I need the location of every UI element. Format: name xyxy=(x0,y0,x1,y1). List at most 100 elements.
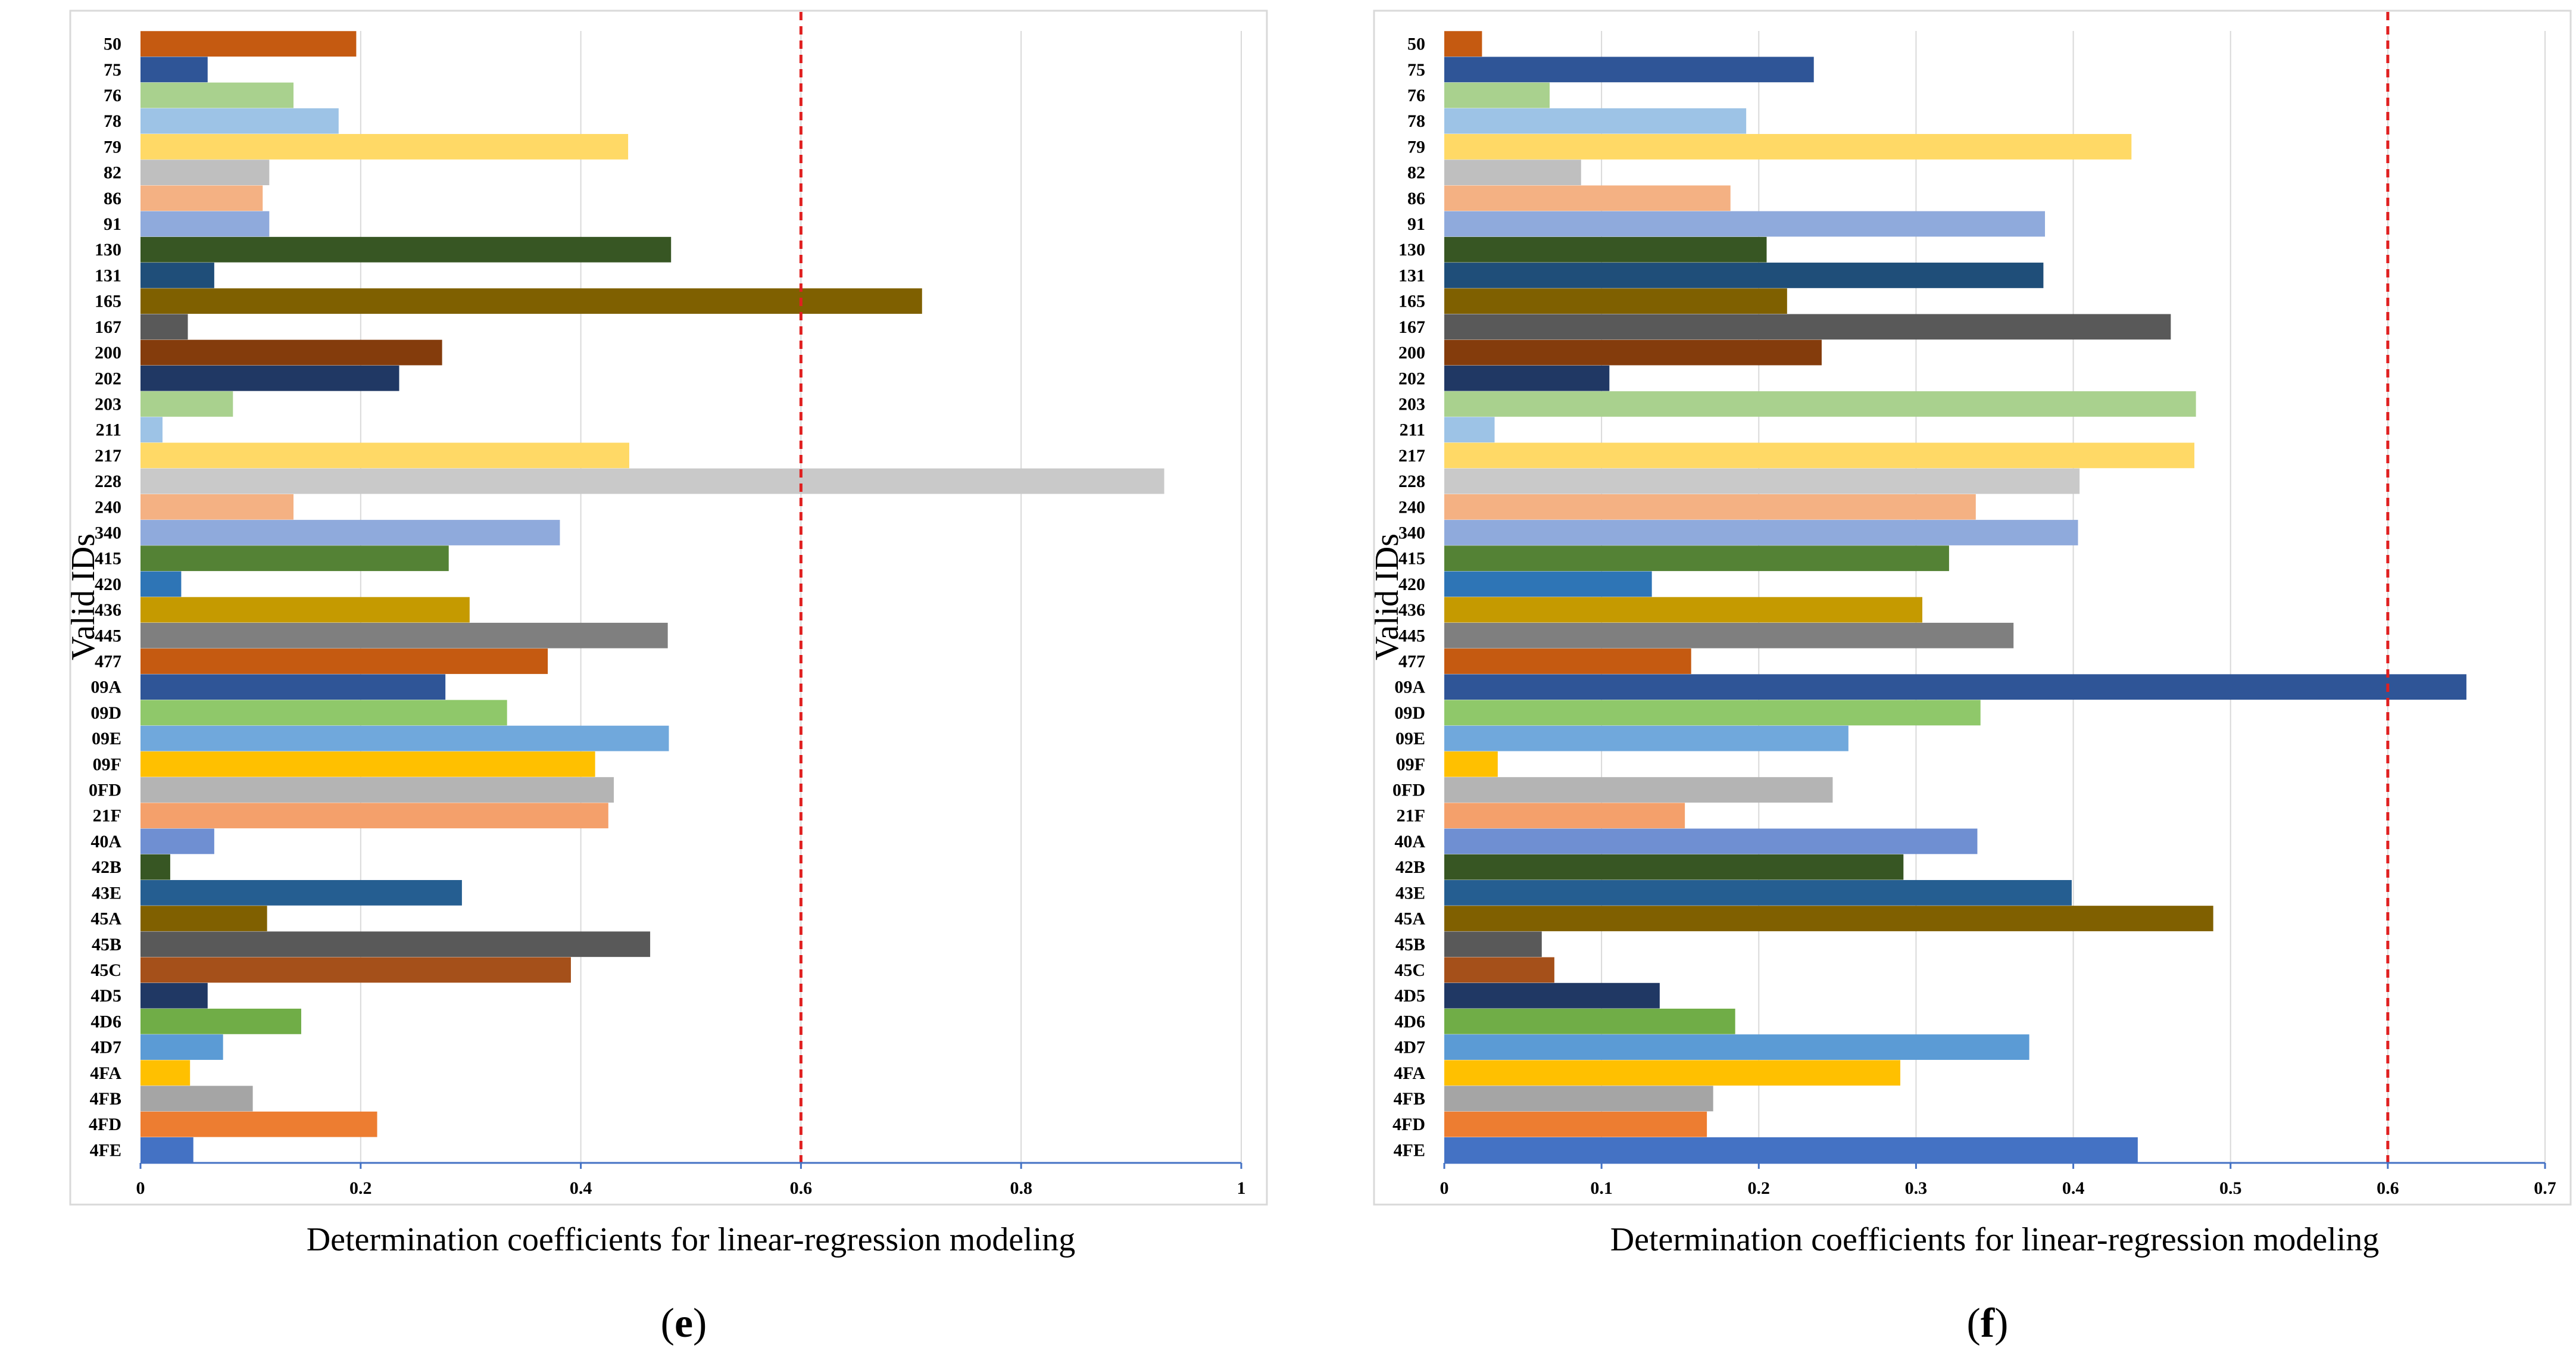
bar-217 xyxy=(140,442,629,469)
bar-75 xyxy=(140,57,208,83)
y-tick-label: 4FE xyxy=(1394,1140,1425,1160)
bar-21F xyxy=(140,803,608,829)
bar-477 xyxy=(1444,648,1691,674)
y-tick-label: 45A xyxy=(90,909,121,929)
x-tick-label: 1 xyxy=(1237,1178,1246,1198)
y-tick-label: 09A xyxy=(90,678,121,697)
y-tick-label: 4D6 xyxy=(90,1012,121,1031)
y-tick-label: 211 xyxy=(96,420,121,440)
bar-4D6 xyxy=(1444,1008,1735,1034)
bar-340 xyxy=(140,520,560,545)
y-tick-label: 445 xyxy=(1398,626,1425,645)
bar-76 xyxy=(140,82,294,108)
bar-200 xyxy=(140,339,442,366)
y-tick-label: 130 xyxy=(1398,240,1425,260)
y-tick-label: 43E xyxy=(1395,883,1425,903)
bar-4FE xyxy=(140,1137,193,1163)
y-tick-label: 4FB xyxy=(1394,1089,1425,1109)
y-tick-label: 211 xyxy=(1400,420,1425,440)
x-tick-label: 0.5 xyxy=(2219,1178,2242,1198)
y-tick-label: 477 xyxy=(95,652,121,672)
y-tick-label: 75 xyxy=(104,60,121,80)
bar-4FA xyxy=(1444,1060,1901,1086)
bar-45B xyxy=(1444,931,1542,957)
bar-45A xyxy=(140,906,267,931)
bar-45B xyxy=(140,931,651,957)
bar-165 xyxy=(1444,288,1787,314)
y-tick-label: 86 xyxy=(104,189,121,208)
bar-217 xyxy=(1444,442,2194,469)
bar-91 xyxy=(1444,211,2046,237)
x-tick-label: 0 xyxy=(136,1178,145,1198)
y-tick-label: 91 xyxy=(1407,214,1425,234)
bar-4D7 xyxy=(140,1034,223,1060)
y-tick-label: 436 xyxy=(1398,600,1425,620)
y-tick-label: 200 xyxy=(1398,343,1425,363)
bar-130 xyxy=(140,236,672,263)
y-tick-label: 165 xyxy=(95,292,121,311)
y-tick-label: 91 xyxy=(104,214,121,234)
y-tick-label: 76 xyxy=(1407,86,1425,105)
y-tick-label: 76 xyxy=(104,86,121,105)
y-tick-label: 4D7 xyxy=(90,1038,121,1057)
x-tick-label: 0.2 xyxy=(1748,1178,1771,1198)
y-tick-label: 340 xyxy=(95,523,121,542)
y-tick-label: 217 xyxy=(95,446,121,466)
bar-4FD xyxy=(140,1111,377,1137)
bar-4D7 xyxy=(1444,1034,2029,1060)
bar-09F xyxy=(140,751,595,777)
y-tick-label: 78 xyxy=(104,111,121,131)
y-tick-label: 131 xyxy=(95,266,121,285)
y-tick-label: 228 xyxy=(1398,472,1425,491)
y-tick-label: 202 xyxy=(95,369,121,388)
x-tick-label: 0.4 xyxy=(570,1178,592,1198)
y-tick-label: 4FD xyxy=(1392,1115,1425,1134)
bar-40A xyxy=(140,828,214,854)
chart-panel-f: 50 75 76 78 79 82 86 91 130 131 165 167 200 202 203 211… xyxy=(1363,0,2576,1357)
bar-131 xyxy=(140,263,214,288)
y-tick-label: 45C xyxy=(90,960,121,980)
bar-420 xyxy=(140,571,182,597)
x-tick-label: 0 xyxy=(1440,1178,1449,1198)
chart-panel-e: 50 75 76 78 79 82 86 91 130 131 165 167 200 202 203 211… xyxy=(60,0,1310,1357)
bar-240 xyxy=(1444,494,1976,520)
y-tick-label: 4D6 xyxy=(1394,1012,1425,1031)
y-tick-label: 228 xyxy=(95,472,121,491)
bar-165 xyxy=(140,288,922,314)
y-tick-label: 21F xyxy=(93,806,121,826)
chart-frame xyxy=(69,10,1268,1206)
y-tick-label: 420 xyxy=(1398,575,1425,594)
y-tick-label: 09F xyxy=(1397,754,1425,774)
y-tick-label: 203 xyxy=(95,394,121,414)
y-tick-label: 445 xyxy=(95,626,121,645)
y-tick-label: 202 xyxy=(1398,369,1425,388)
y-tick-label: 82 xyxy=(104,163,121,183)
bar-50 xyxy=(1444,31,1482,57)
bar-79 xyxy=(1444,134,2132,160)
bar-4FD xyxy=(1444,1111,1707,1137)
bar-203 xyxy=(1444,391,2196,417)
y-tick-label: 42B xyxy=(1395,857,1425,877)
bar-200 xyxy=(1444,339,1822,366)
y-tick-label: 4FA xyxy=(90,1063,121,1083)
y-tick-label: 42B xyxy=(92,857,121,877)
y-tick-label: 4FD xyxy=(89,1115,121,1134)
bar-211 xyxy=(1444,417,1495,443)
bar-4D5 xyxy=(1444,982,1660,1009)
bar-09D xyxy=(140,700,507,726)
y-tick-label: 130 xyxy=(95,240,121,260)
bar-203 xyxy=(140,391,233,417)
y-tick-label: 09D xyxy=(90,703,121,723)
bar-0FD xyxy=(1444,777,1833,803)
y-tick-label: 50 xyxy=(1407,35,1425,54)
y-tick-label: 4D5 xyxy=(90,986,121,1006)
chart-e-svg: 50 75 76 78 79 82 86 91 130 131 165 167 200 202 203 211… xyxy=(65,10,1268,1346)
y-tick-label: 340 xyxy=(1398,523,1425,542)
y-tick-label: 45A xyxy=(1394,909,1425,929)
y-tick-label: 477 xyxy=(1398,652,1425,672)
y-tick-label: 43E xyxy=(92,883,121,903)
bar-82 xyxy=(1444,160,1581,186)
bar-4FE xyxy=(1444,1137,2138,1163)
y-tick-label: 82 xyxy=(1407,163,1425,183)
y-tick-label: 45B xyxy=(1395,935,1425,954)
